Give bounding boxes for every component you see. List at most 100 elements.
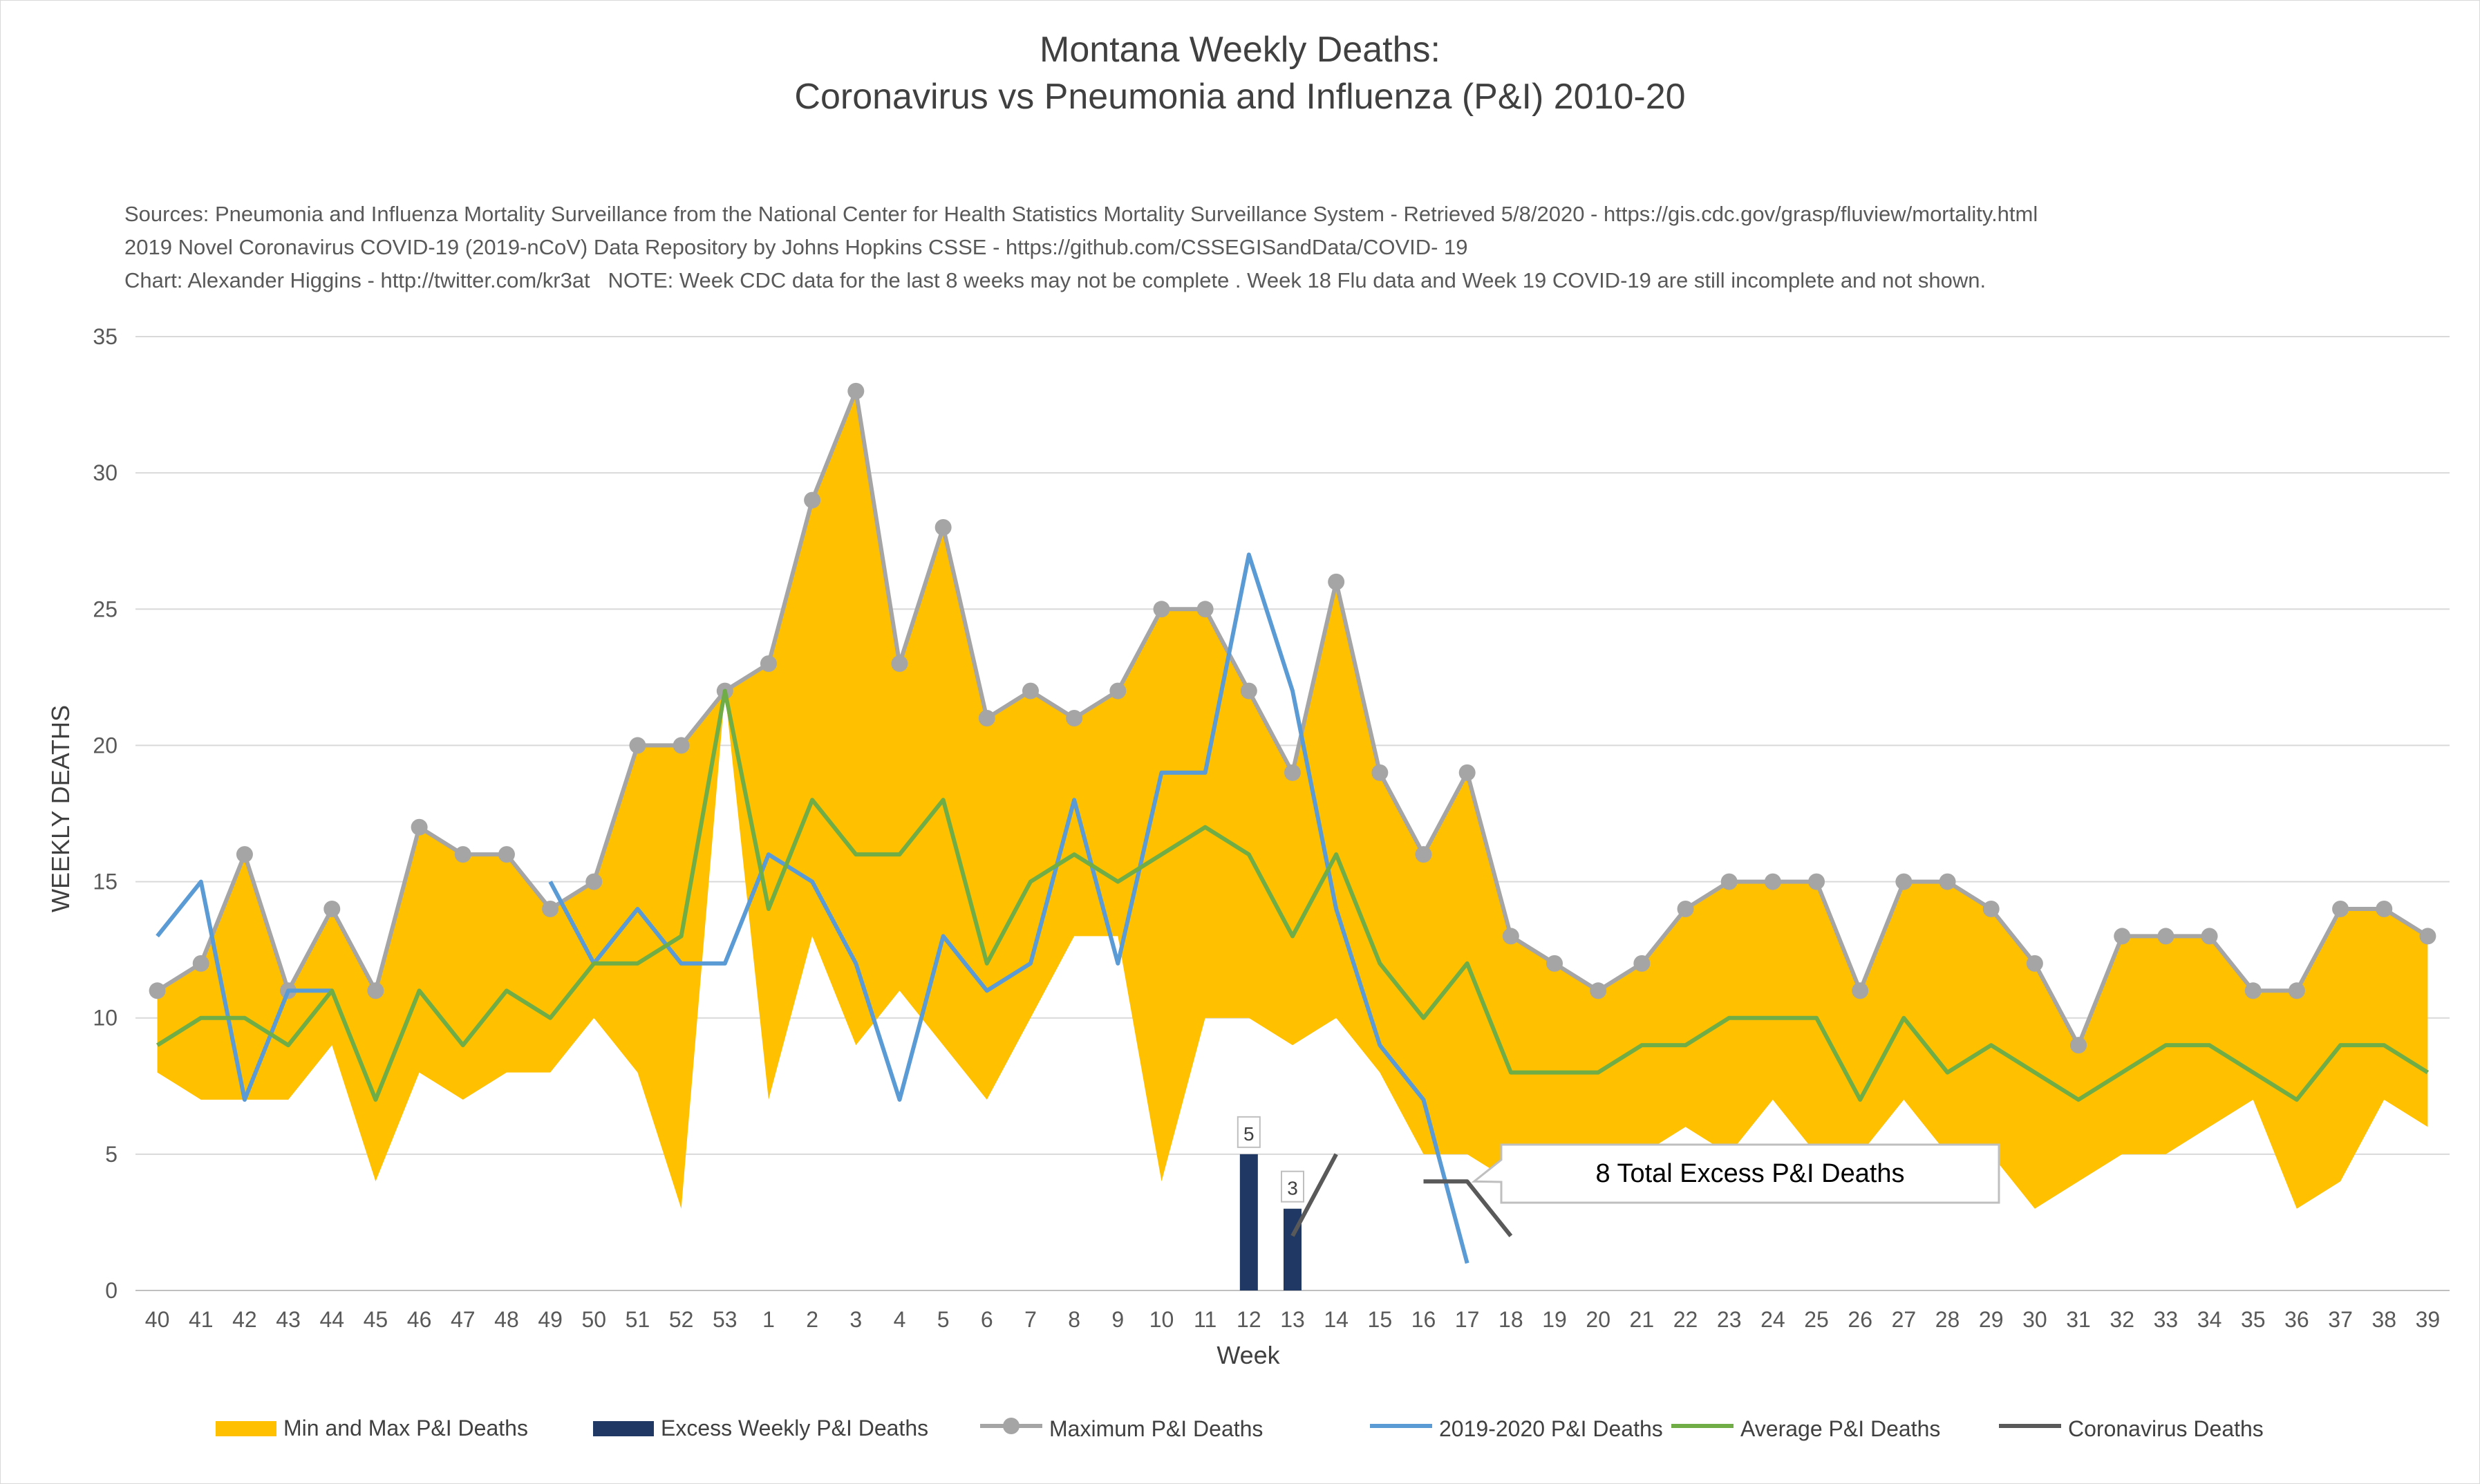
legend-item: Min and Max P&I Deaths xyxy=(216,1416,528,1441)
bar-data-label: 5 xyxy=(1237,1116,1261,1148)
x-tick-label: 1 xyxy=(762,1307,775,1332)
x-tick-label: 22 xyxy=(1673,1307,1698,1332)
legend-swatch xyxy=(1999,1416,2061,1442)
x-tick-label: 27 xyxy=(1892,1307,1917,1332)
y-tick-label: 20 xyxy=(93,733,118,758)
maximum-marker xyxy=(1153,601,1170,618)
legend-label: Maximum P&I Deaths xyxy=(1049,1416,1264,1441)
maximum-marker xyxy=(804,491,821,509)
x-tick-label: 33 xyxy=(2154,1307,2179,1332)
x-tick-label: 4 xyxy=(894,1307,906,1332)
maximum-marker xyxy=(2114,928,2131,945)
x-tick-label: 23 xyxy=(1717,1307,1742,1332)
bar-data-label: 3 xyxy=(1281,1170,1304,1203)
x-tick-label: 46 xyxy=(407,1307,432,1332)
x-tick-label: 25 xyxy=(1804,1307,1829,1332)
x-tick-label: 32 xyxy=(2110,1307,2134,1332)
x-tick-label: 24 xyxy=(1760,1307,1785,1332)
x-tick-label: 21 xyxy=(1630,1307,1655,1332)
maximum-marker xyxy=(1590,982,1607,999)
legend-item: 2019-2020 P&I Deaths xyxy=(1370,1416,1663,1442)
x-tick-label: 15 xyxy=(1368,1307,1393,1332)
maximum-marker xyxy=(236,846,253,863)
callout: 8 Total Excess P&I Deaths xyxy=(1471,1143,2000,1204)
y-tick-label: 5 xyxy=(105,1142,118,1167)
x-tick-label: 48 xyxy=(494,1307,519,1332)
maximum-marker xyxy=(673,737,690,754)
x-tick-label: 42 xyxy=(232,1307,257,1332)
maximum-marker xyxy=(2376,901,2393,917)
legend-swatch xyxy=(1671,1416,1734,1442)
maximum-marker xyxy=(2288,982,2305,999)
data-label-text: 3 xyxy=(1287,1178,1298,1199)
x-tick-label: 28 xyxy=(1935,1307,1960,1332)
x-tick-label: 36 xyxy=(2284,1307,2309,1332)
maximum-marker xyxy=(1982,901,2000,917)
legend-label: 2019-2020 P&I Deaths xyxy=(1439,1416,1663,1441)
chart-subtitle: Coronavirus vs Pneumonia and Influenza (… xyxy=(794,77,1686,117)
maximum-marker xyxy=(1371,764,1389,781)
maximum-marker xyxy=(323,901,341,917)
source-line-3: Chart: Alexander Higgins - http://twitte… xyxy=(124,268,1986,292)
x-tick-label: 45 xyxy=(364,1307,388,1332)
x-tick-label: 49 xyxy=(538,1307,563,1332)
legend-label: Coronavirus Deaths xyxy=(2068,1416,2264,1441)
maximum-marker xyxy=(2157,928,2174,945)
excess-bar xyxy=(1239,1154,1258,1290)
maximum-marker xyxy=(1328,573,1345,590)
maximum-marker xyxy=(847,382,865,400)
x-tick-label: 10 xyxy=(1149,1307,1174,1332)
x-tick-label: 12 xyxy=(1237,1307,1261,1332)
y-tick-label: 15 xyxy=(93,870,118,894)
legend-item: Excess Weekly P&I Deaths xyxy=(593,1416,928,1441)
x-tick-label: 34 xyxy=(2197,1307,2222,1332)
legend-swatch xyxy=(1370,1416,1432,1442)
maximum-marker xyxy=(1415,846,1432,863)
maximum-marker xyxy=(2070,1037,2087,1054)
x-tick-label: 9 xyxy=(1111,1307,1124,1332)
x-tick-label: 30 xyxy=(2022,1307,2047,1332)
x-tick-label: 3 xyxy=(849,1307,862,1332)
legend-item: Coronavirus Deaths xyxy=(1999,1416,2264,1442)
maximum-marker xyxy=(1284,764,1301,781)
callout-text: 8 Total Excess P&I Deaths xyxy=(1595,1159,1904,1188)
maximum-marker xyxy=(1764,873,1781,890)
maximum-marker xyxy=(1895,873,1913,890)
x-tick-label: 37 xyxy=(2328,1307,2353,1332)
x-tick-label: 35 xyxy=(2241,1307,2266,1332)
coronavirus-line xyxy=(1423,1179,1513,1238)
maximum-marker xyxy=(1633,955,1651,972)
x-tick-label: 51 xyxy=(626,1307,650,1332)
maximum-marker xyxy=(498,846,515,863)
x-tick-label: 7 xyxy=(1024,1307,1037,1332)
x-tick-label: 8 xyxy=(1068,1307,1080,1332)
x-tick-label: 52 xyxy=(669,1307,694,1332)
maximum-marker xyxy=(1240,682,1257,699)
data-label-box xyxy=(1237,1116,1261,1148)
legend-label: Min and Max P&I Deaths xyxy=(283,1416,528,1440)
maximum-marker xyxy=(978,710,995,726)
maximum-marker xyxy=(585,873,603,890)
maximum-marker xyxy=(1502,928,1519,945)
x-tick-label: 53 xyxy=(713,1307,738,1332)
maximum-marker xyxy=(411,818,428,836)
maximum-marker xyxy=(1458,764,1476,781)
legend-swatch xyxy=(593,1420,654,1436)
maximum-marker xyxy=(934,519,952,536)
x-tick-label: 47 xyxy=(451,1307,476,1332)
source-line-2: 2019 Novel Coronavirus COVID-19 (2019-nC… xyxy=(124,235,1468,259)
x-tick-label: 31 xyxy=(2066,1307,2091,1332)
maximum-marker xyxy=(1939,873,1956,890)
legend-label: Excess Weekly P&I Deaths xyxy=(661,1416,929,1440)
x-tick-label: 39 xyxy=(2416,1307,2441,1332)
x-tick-label: 17 xyxy=(1455,1307,1480,1332)
average-line xyxy=(156,688,2430,1102)
legend-label: Average P&I Deaths xyxy=(1740,1416,1941,1441)
maximum-marker xyxy=(2026,955,2043,972)
x-tick-label: 11 xyxy=(1194,1307,1216,1332)
x-tick-label: 38 xyxy=(2371,1307,2396,1332)
maximum-marker xyxy=(192,955,209,972)
maximum-marker xyxy=(629,737,646,754)
maximum-marker xyxy=(1022,682,1039,699)
